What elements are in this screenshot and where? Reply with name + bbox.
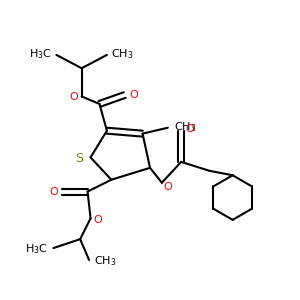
Text: O: O [164,182,172,192]
Text: O: O [129,90,138,100]
Text: CH$_3$: CH$_3$ [111,47,134,61]
Text: H$_3$C: H$_3$C [29,47,52,61]
Text: O: O [49,187,58,196]
Text: S: S [75,152,83,165]
Text: O: O [69,92,78,101]
Text: CH$_3$: CH$_3$ [174,120,197,134]
Text: O: O [94,215,102,225]
Text: O: O [186,124,194,134]
Text: H$_3$C: H$_3$C [26,243,48,256]
Text: CH$_3$: CH$_3$ [94,255,116,268]
